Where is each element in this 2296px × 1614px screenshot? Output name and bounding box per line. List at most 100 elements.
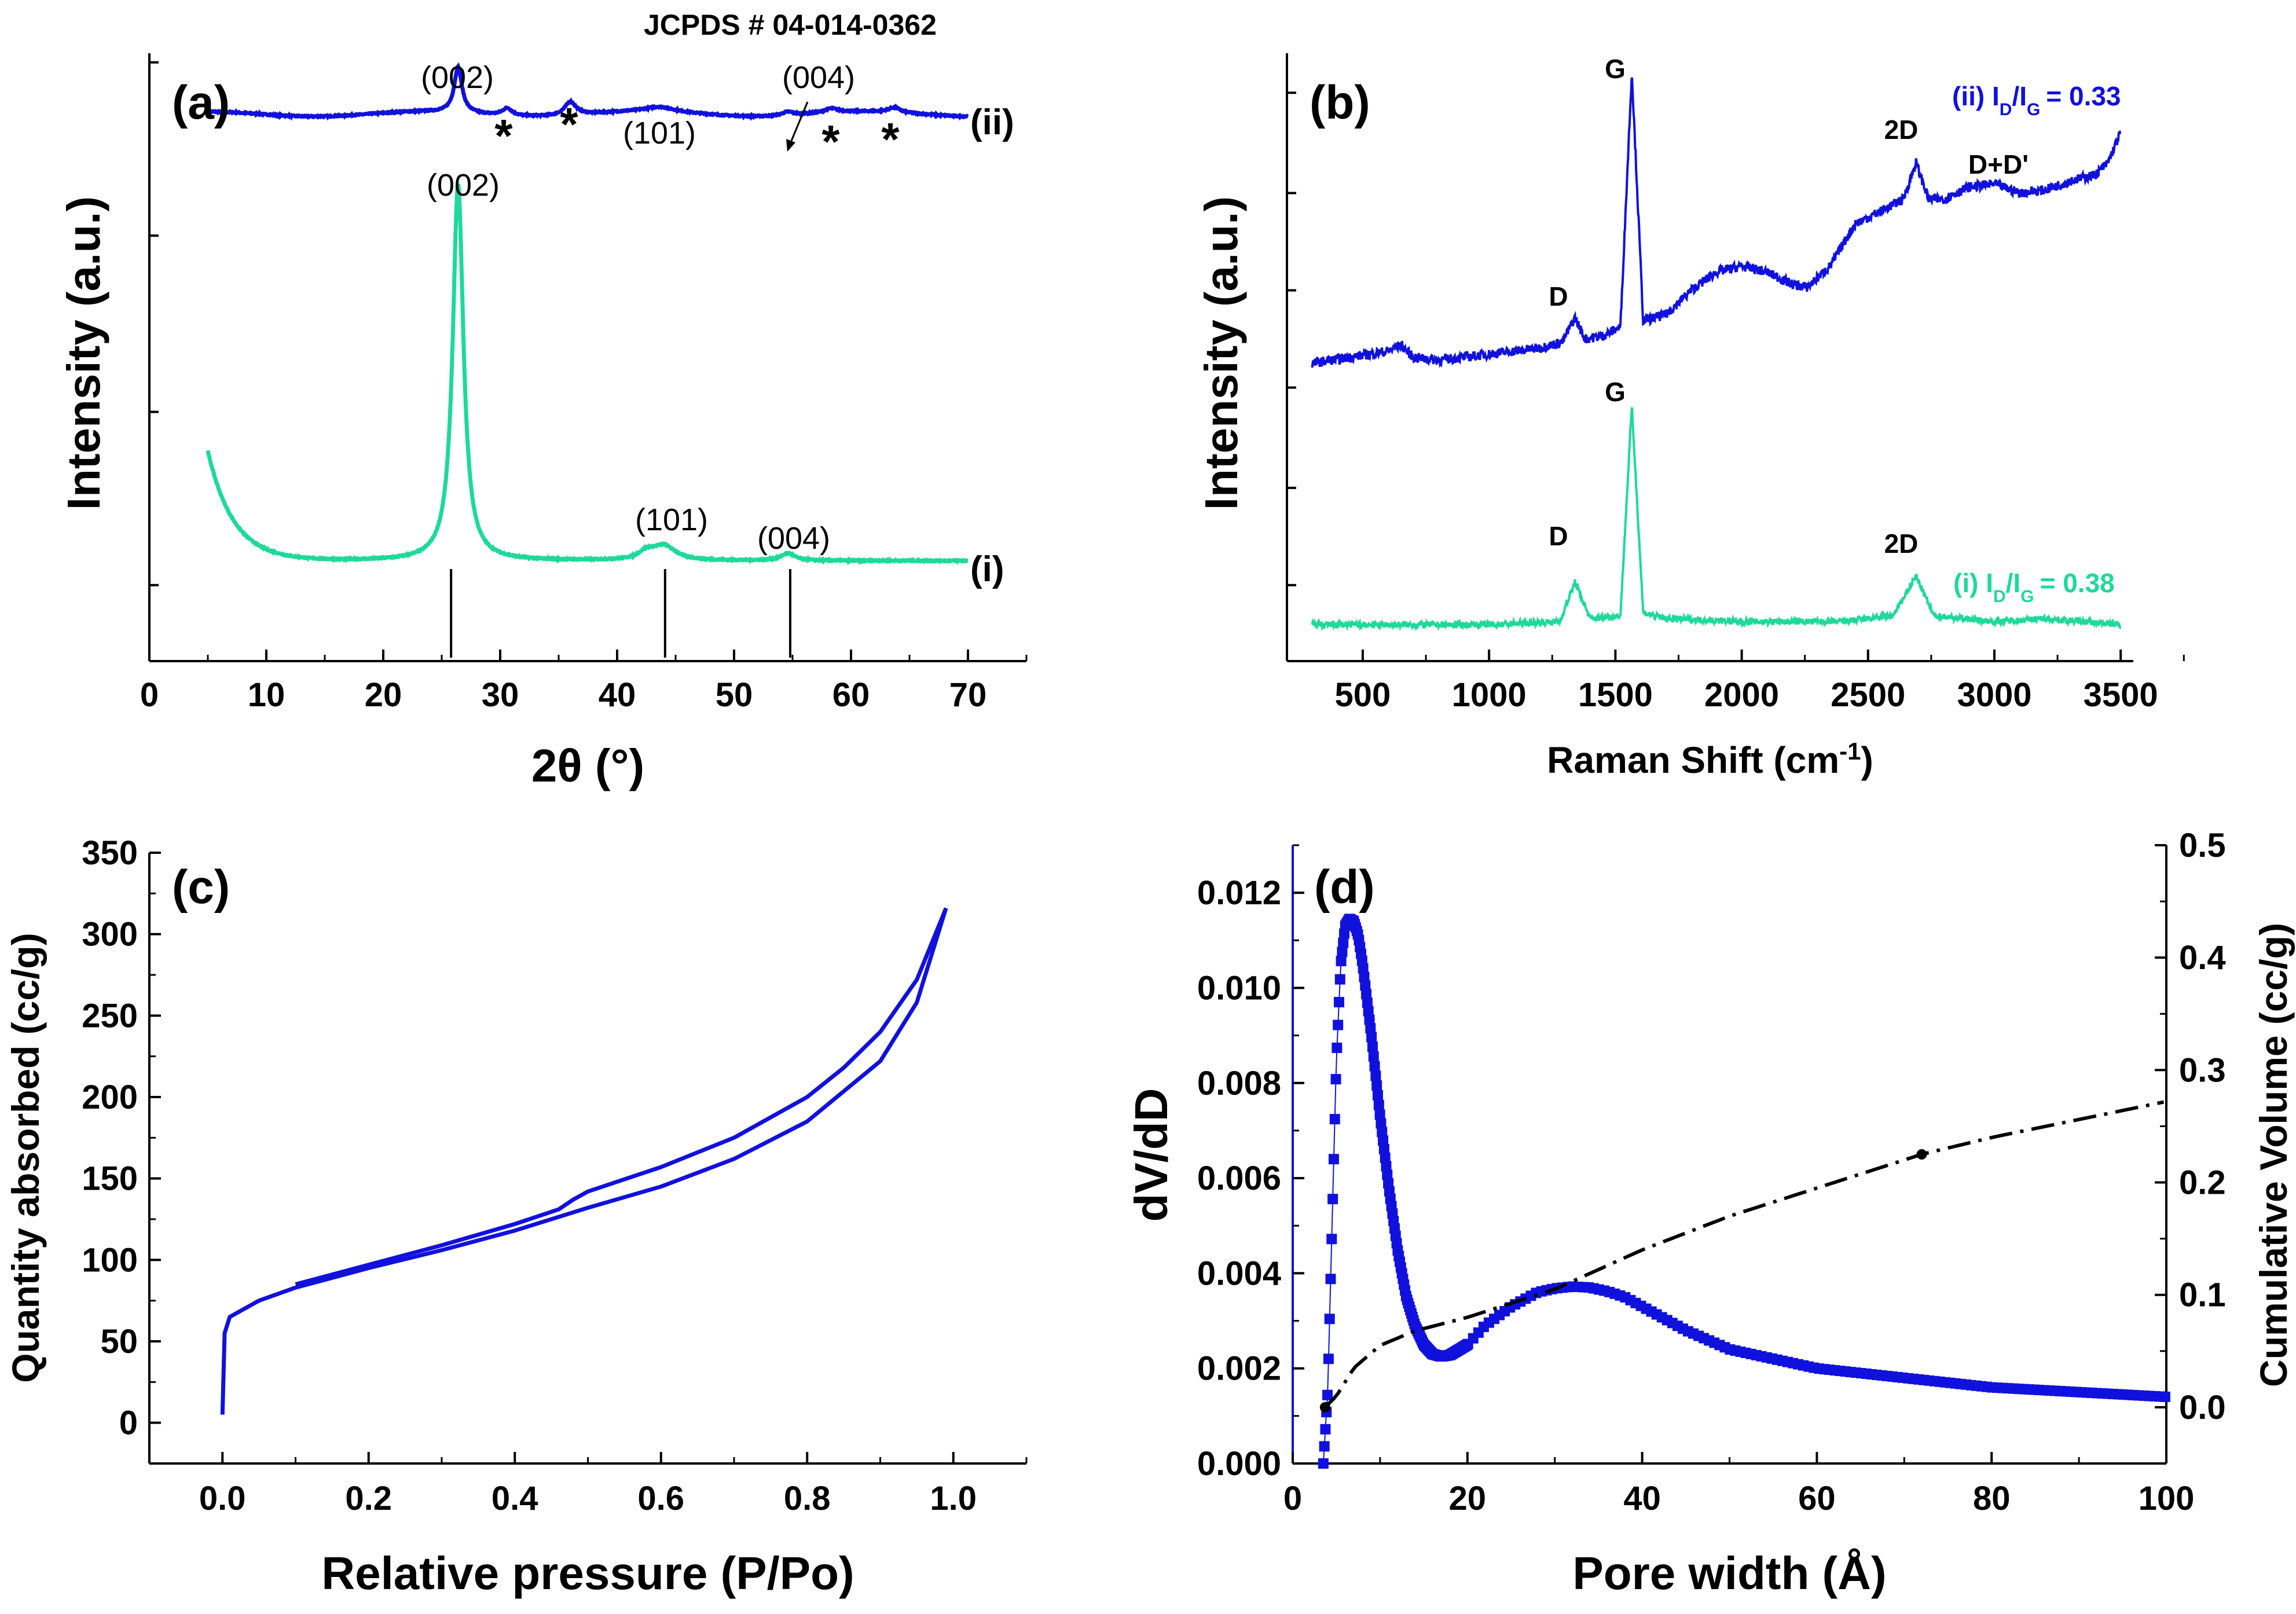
c-x-tick-label: 0.6 [637, 1480, 684, 1517]
c-x-tick-label: 1.0 [930, 1480, 977, 1517]
a-arrow-line [789, 101, 809, 144]
c-y-tick-label: 350 [82, 834, 138, 872]
c-y-axis-title: Quantity absorbed (cc/g) [4, 933, 47, 1382]
b-x-tick-label: 2500 [1831, 676, 1905, 714]
d-x-tick-label: 80 [1973, 1480, 2011, 1517]
a-peak-annotation: (002) [421, 60, 494, 95]
panel-b: 500 1000 1500 2000 2500 3000 3500(ii) ID/IG = 0… [1195, 53, 2185, 782]
a-peak-annotation: (101) [623, 116, 696, 151]
c-panel-label: (c) [172, 861, 230, 914]
b-ratio-sub-d: D [2000, 100, 2012, 119]
d-cumulative-marker [1916, 1149, 1927, 1160]
d-y-tick-label: 0.004 [1197, 1254, 1281, 1292]
a-x-tick-label: 10 [248, 676, 285, 714]
a-arrow-head [786, 139, 795, 152]
a-star-annotation: * [821, 116, 840, 167]
d-x-tick-label: 0 [1283, 1480, 1302, 1517]
a-x-tick-label: 50 [716, 676, 753, 714]
c-y-tick-label: 250 [82, 997, 138, 1035]
b-peak-annotation: D [1549, 521, 1568, 551]
d-dvdd-line [1322, 918, 2165, 1464]
c-y-tick-label: 300 [82, 916, 138, 953]
b-x-tick-label: 1000 [1452, 676, 1527, 714]
a-star-annotation: * [881, 113, 900, 165]
d-y-tick-label: 0.010 [1197, 969, 1281, 1007]
a-x-axis-title: 2θ (°) [531, 740, 644, 791]
d-y2-axis-title: Cumulative Volume (cc/g) [2252, 923, 2295, 1387]
d-y2-tick-label: 0.5 [2179, 827, 2226, 864]
b-ratio-label: (i) ID/IG = 0.38 [1953, 568, 2115, 606]
b-ratio-label: (ii) ID/IG = 0.33 [1952, 81, 2121, 119]
b-ratio-value: = 0.33 [2046, 81, 2121, 111]
d-y2-tick-label: 0.3 [2179, 1051, 2226, 1089]
b-ratio-sub-g: G [2027, 100, 2040, 119]
a-x-tick-label: 60 [832, 676, 870, 714]
b-peak-annotation: G [1605, 54, 1626, 84]
d-y-tick-label: 0.002 [1197, 1350, 1281, 1388]
a-x-tick-label: 30 [482, 676, 519, 714]
a-series-label: (i) [970, 549, 1004, 589]
a-panel-label: (a) [172, 76, 230, 129]
c-x-tick-label: 0.0 [199, 1480, 246, 1517]
b-ratio-prefix: (i) I [1953, 568, 1993, 598]
b-peak-annotation: G [1605, 377, 1626, 407]
b-y-axis-title: Intensity (a.u.) [1195, 196, 1247, 510]
d-panel-label: (d) [1314, 861, 1375, 914]
a-y-axis-title: Intensity (a.u.) [58, 196, 109, 510]
d-x-axis-title: Pore width (Å) [1572, 1547, 1886, 1599]
d-y-tick-label: 0.012 [1197, 874, 1281, 912]
a-peak-annotation: (101) [635, 502, 708, 537]
d-x-tick-label: 40 [1623, 1480, 1661, 1517]
c-x-tick-label: 0.8 [784, 1480, 831, 1517]
a-series-i [206, 184, 969, 566]
a-jcpds-label: JCPDS # 04-014-0362 [644, 9, 937, 41]
a-x-tick-label: 70 [949, 676, 987, 714]
d-x-tick-label: 20 [1449, 1480, 1487, 1517]
b-x-tick-label: 500 [1335, 676, 1391, 714]
b-x-tick-label: 2000 [1704, 676, 1779, 714]
d-y-tick-label: 0.008 [1197, 1065, 1281, 1102]
d-cumulative-marker [1319, 1402, 1330, 1413]
b-ratio-slash: /I [2012, 81, 2027, 111]
d-y2-tick-label: 0.2 [2179, 1164, 2226, 1202]
b-ratio-slash: /I [2006, 568, 2021, 598]
c-y-tick-label: 50 [100, 1323, 138, 1360]
b-x-tick-label: 3500 [2084, 676, 2158, 714]
c-x-tick-label: 0.2 [345, 1480, 392, 1517]
b-peak-annotation: D [1549, 281, 1568, 311]
a-x-tick-label: 40 [599, 676, 636, 714]
b-x-axis-title-close: ) [1861, 739, 1873, 781]
b-x-tick-label: 3000 [1957, 676, 2031, 714]
c-x-axis-title: Relative pressure (P/Po) [321, 1547, 854, 1599]
a-peak-annotation: (004) [757, 521, 830, 556]
b-peak-annotation: 2D [1884, 529, 1919, 559]
b-ratio-sub-d: D [1993, 587, 2006, 606]
panel-c: 0 50 100 150 200 250 300 350 0.0 0.2 0.4 0.6 0.8 1.0 (… [4, 834, 1028, 1599]
a-x-tick-label: 20 [365, 676, 402, 714]
b-x-axis-title: Raman Shift (cm-1) [1547, 738, 1873, 782]
c-y-tick-label: 150 [82, 1160, 138, 1198]
b-series-i [1311, 407, 2122, 632]
a-peak-annotation: (002) [427, 168, 500, 203]
b-x-axis-title-sup: -1 [1839, 738, 1861, 765]
d-cumulative-line [1323, 1100, 2165, 1409]
b-ratio-value: = 0.38 [2040, 568, 2115, 598]
b-peak-annotation: D+D' [1968, 149, 2029, 179]
a-x-tick-label: 0 [140, 676, 159, 714]
d-y-tick-label: 0.000 [1197, 1445, 1281, 1483]
a-series-ii [206, 62, 969, 122]
a-star-annotation: * [560, 98, 578, 150]
panel-d: 0.000 0.002 0.004 0.006 0.008 0.010 0.012 0.0 0.… [1125, 827, 2295, 1599]
b-ratio-sub-g: G [2020, 587, 2034, 606]
c-y-tick-label: 200 [82, 1079, 138, 1116]
d-x-tick-label: 100 [2139, 1480, 2195, 1517]
d-y2-tick-label: 0.0 [2179, 1389, 2226, 1426]
c-series-desorption [295, 907, 948, 1286]
b-peak-annotation: 2D [1884, 115, 1919, 145]
b-x-axis-title-base: Raman Shift (cm [1547, 739, 1839, 781]
a-star-annotation: * [494, 110, 513, 162]
d-y2-tick-label: 0.1 [2179, 1276, 2226, 1314]
c-y-tick-label: 0 [119, 1404, 138, 1442]
d-y-axis-title: dV/dD [1125, 1088, 1177, 1221]
